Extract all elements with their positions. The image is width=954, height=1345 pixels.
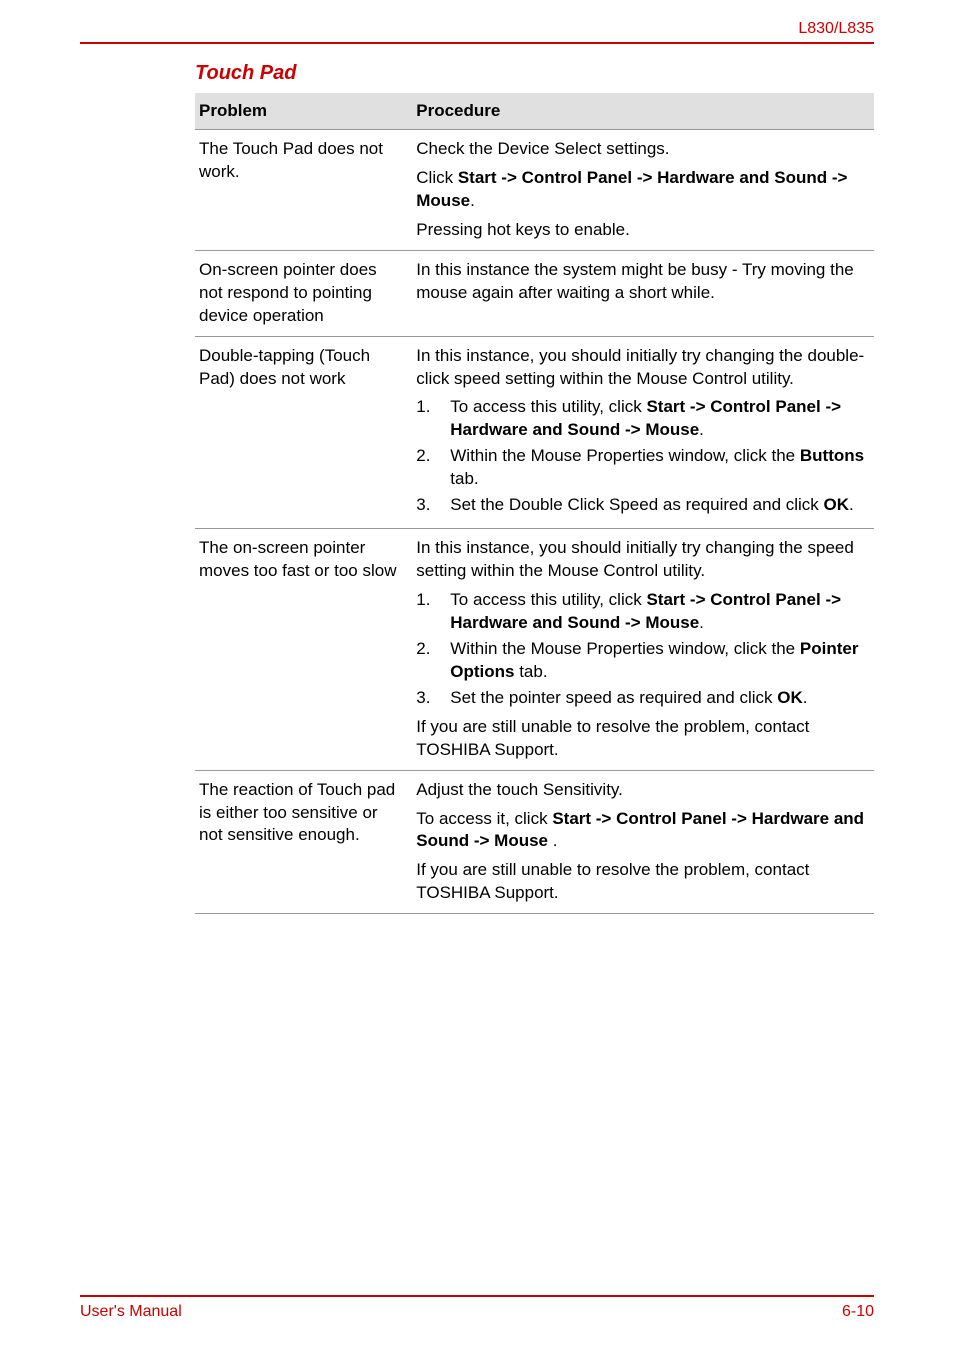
procedure-steps: To access this utility, click Start -> C… [416,396,866,517]
list-item: Within the Mouse Properties window, clic… [416,445,866,491]
procedure-text: In this instance, you should initially t… [416,345,866,391]
text-span: . [699,613,704,632]
procedure-text: Adjust the touch Sensitivity. [416,779,866,802]
list-item: To access this utility, click Start -> C… [416,589,866,635]
table-row: Double-tapping (Touch Pad) does not work… [195,336,874,529]
text-span: tab. [514,662,547,681]
text-span: Within the Mouse Properties window, clic… [450,639,800,658]
content-area: Touch Pad Problem Procedure The Touch Pa… [195,62,874,914]
procedure-cell: Adjust the touch Sensitivity. To access … [412,770,874,914]
list-item: To access this utility, click Start -> C… [416,396,866,442]
text-span: . [553,831,558,850]
procedure-cell: Check the Device Select settings. Click … [412,130,874,251]
text-span: To access it, click [416,809,552,828]
text-span: . [849,495,854,514]
text-span: To access this utility, click [450,590,646,609]
text-span: Click [416,168,458,187]
list-item: Set the pointer speed as required and cl… [416,687,866,710]
procedure-text: If you are still unable to resolve the p… [416,859,866,905]
procedure-cell: In this instance, you should initially t… [412,529,874,770]
section-title: Touch Pad [195,62,874,85]
problem-cell: On-screen pointer does not respond to po… [195,250,412,336]
footer-page-number: 6-10 [842,1303,874,1321]
text-span: Set the pointer speed as required and cl… [450,688,777,707]
bold-span: Buttons [800,446,864,465]
procedure-cell: In this instance the system might be bus… [412,250,874,336]
table-row: On-screen pointer does not respond to po… [195,250,874,336]
procedure-text: Pressing hot keys to enable. [416,219,866,242]
table-row: The reaction of Touch pad is either too … [195,770,874,914]
list-item: Set the Double Click Speed as required a… [416,494,866,517]
footer-rule [80,1295,874,1297]
list-item: Within the Mouse Properties window, clic… [416,638,866,684]
table-row: The on-screen pointer moves too fast or … [195,529,874,770]
procedure-text: Check the Device Select settings. [416,138,866,161]
header-model: L830/L835 [798,20,874,38]
procedure-text: In this instance, you should initially t… [416,537,866,583]
col-header-problem: Problem [195,93,412,130]
text-span: To access this utility, click [450,397,646,416]
footer-left: User's Manual [80,1303,182,1321]
table-row: The Touch Pad does not work. Check the D… [195,130,874,251]
text-span: Set the Double Click Speed as required a… [450,495,823,514]
troubleshoot-table: Problem Procedure The Touch Pad does not… [195,93,874,914]
procedure-text: If you are still unable to resolve the p… [416,716,866,762]
procedure-steps: To access this utility, click Start -> C… [416,589,866,710]
procedure-text: Click Start -> Control Panel -> Hardware… [416,167,866,213]
text-span: . [470,191,475,210]
problem-cell: Double-tapping (Touch Pad) does not work [195,336,412,529]
procedure-text: In this instance the system might be bus… [416,259,866,305]
text-span: tab. [450,469,478,488]
header-rule [80,42,874,44]
col-header-procedure: Procedure [412,93,874,130]
bold-span: OK [777,688,803,707]
procedure-text: To access it, click Start -> Control Pan… [416,808,866,854]
problem-cell: The Touch Pad does not work. [195,130,412,251]
text-span: . [803,688,808,707]
problem-cell: The reaction of Touch pad is either too … [195,770,412,914]
procedure-cell: In this instance, you should initially t… [412,336,874,529]
text-span: . [699,420,704,439]
bold-span: Start -> Control Panel -> Hardware and S… [416,168,847,210]
bold-span: OK [824,495,850,514]
problem-cell: The on-screen pointer moves too fast or … [195,529,412,770]
text-span: Within the Mouse Properties window, clic… [450,446,800,465]
